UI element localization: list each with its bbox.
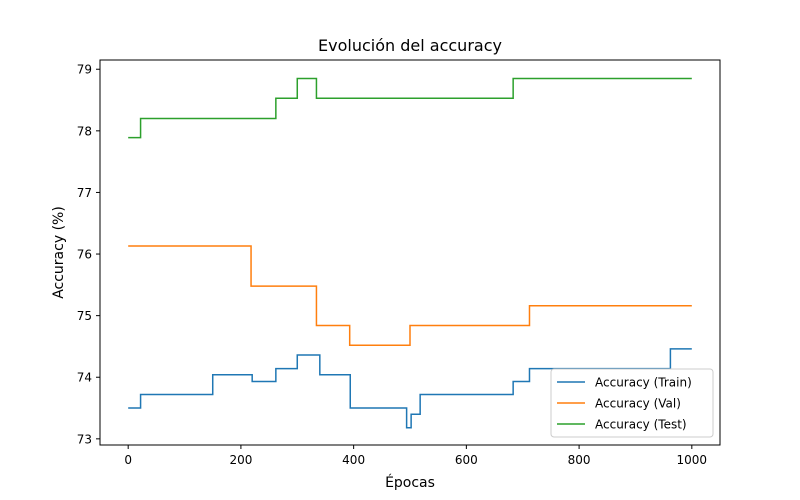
legend-label-3: Accuracy (Test) <box>595 418 687 432</box>
x-tick-label: 200 <box>229 453 252 467</box>
series-line-1 <box>128 348 692 429</box>
x-tick-label: 800 <box>568 453 591 467</box>
legend-box <box>550 368 714 438</box>
y-tick-label: 78 <box>77 124 92 138</box>
y-tick-label: 74 <box>77 371 92 385</box>
legend-label-1: Accuracy (Train) <box>595 376 692 390</box>
y-tick-label: 73 <box>77 432 92 446</box>
legend: Accuracy (Train) Accuracy (Val) Accuracy (… <box>550 368 714 438</box>
y-tick-label: 79 <box>77 63 92 77</box>
chart-title: Evolución del accuracy <box>318 36 502 55</box>
y-axis-ticks: 73 74 75 76 77 78 79 <box>77 63 100 446</box>
legend-label-2: Accuracy (Val) <box>595 397 681 411</box>
y-tick-label: 77 <box>77 186 92 200</box>
axes-frame <box>99 59 721 446</box>
series-line-3 <box>128 77 692 139</box>
x-tick-label: 400 <box>342 453 365 467</box>
x-tick-label: 600 <box>455 453 478 467</box>
series-line-2 <box>128 245 692 346</box>
x-axis-ticks: 0 200 400 600 800 1000 <box>124 445 707 467</box>
y-axis-label: Accuracy (%) <box>51 206 67 299</box>
y-tick-label: 75 <box>77 309 92 323</box>
x-tick-label: 0 <box>124 453 132 467</box>
x-axis-label: Épocas <box>385 474 435 491</box>
x-tick-label: 1000 <box>677 453 708 467</box>
plot-area <box>128 77 692 429</box>
y-tick-label: 76 <box>77 248 92 262</box>
